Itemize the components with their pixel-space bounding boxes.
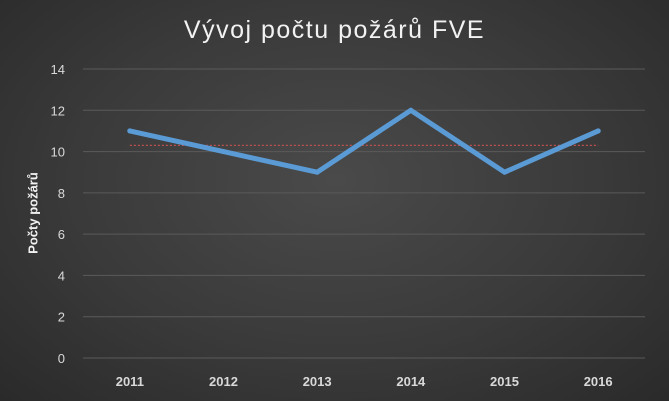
y-tick-label: 14 bbox=[51, 62, 65, 77]
data-point bbox=[595, 128, 601, 134]
data-point bbox=[408, 107, 414, 113]
data-point bbox=[314, 169, 320, 175]
series-layer bbox=[127, 107, 601, 175]
x-tick-label: 2015 bbox=[490, 374, 519, 389]
y-tick-label: 8 bbox=[58, 186, 65, 201]
y-tick-label: 10 bbox=[51, 145, 65, 160]
data-point bbox=[502, 169, 507, 175]
y-tick-label: 0 bbox=[58, 351, 65, 366]
y-tick-label: 6 bbox=[58, 227, 65, 242]
gridlines bbox=[83, 68, 645, 359]
y-tick-label: 4 bbox=[58, 268, 65, 283]
x-tick-label: 2014 bbox=[396, 374, 426, 389]
y-tick-label: 2 bbox=[58, 310, 65, 325]
x-tick-label: 2013 bbox=[303, 374, 332, 389]
y-tick-label: 12 bbox=[51, 103, 65, 118]
y-axis-ticks: 0 2 4 6 8 10 12 14 bbox=[51, 62, 65, 366]
data-point bbox=[221, 149, 226, 155]
x-tick-label: 2012 bbox=[209, 374, 238, 389]
x-tick-label: 2011 bbox=[116, 374, 144, 389]
chart-title: Vývoj počtu požárů FVE bbox=[183, 16, 486, 44]
x-tick-label: 2016 bbox=[584, 374, 613, 389]
data-point bbox=[127, 128, 133, 134]
x-axis-ticks: 2011 2012 2013 2014 2015 2016 bbox=[116, 374, 613, 389]
series-line bbox=[127, 107, 601, 175]
